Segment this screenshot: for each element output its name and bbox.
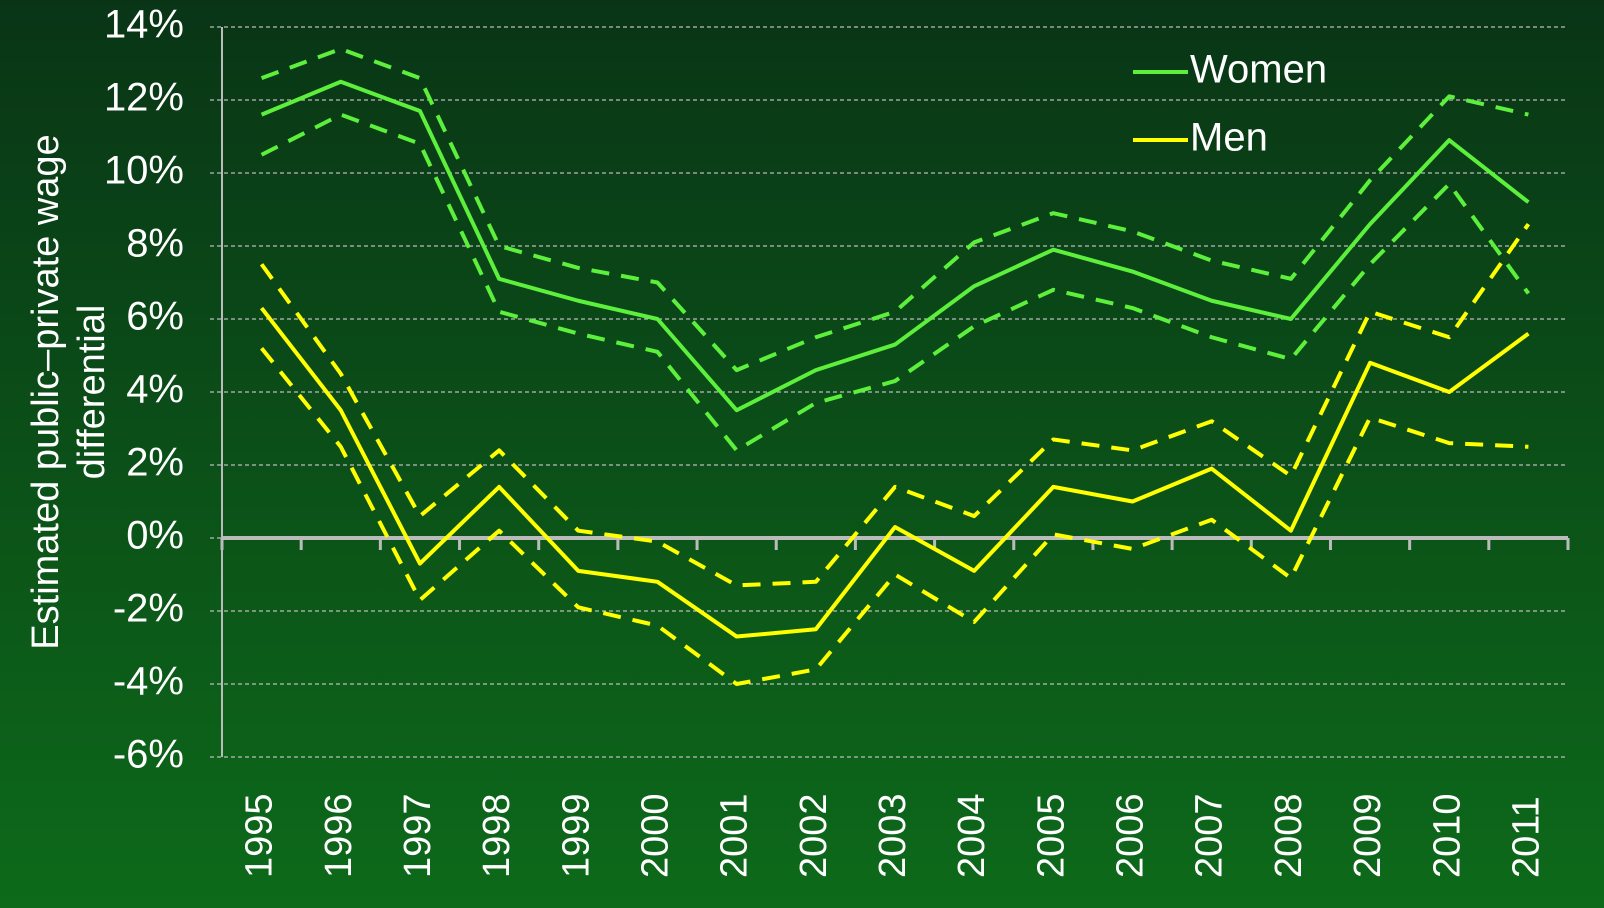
x-tick-label: 2010: [1426, 793, 1468, 878]
legend-label: Women: [1190, 48, 1327, 92]
x-tick-label: 2000: [635, 793, 677, 878]
y-tick-label: -6%: [113, 733, 184, 777]
confidence-line: [259, 222, 1531, 588]
confidence-line: [260, 346, 1529, 686]
x-tick-label: 2006: [1110, 793, 1152, 878]
y-tick-label: -2%: [113, 587, 184, 631]
x-tick-label: 2008: [1268, 793, 1310, 878]
x-tick-label: 2009: [1347, 793, 1389, 878]
x-tick-label: 2001: [714, 793, 756, 878]
y-tick-label: 2%: [126, 441, 184, 485]
x-tick-label: 2007: [1189, 793, 1231, 878]
x-tick-label: 2003: [872, 793, 914, 878]
legend-label: Men: [1190, 116, 1268, 160]
series-line: [260, 79, 1530, 413]
y-tick-label: 12%: [104, 76, 184, 120]
series-line: [260, 306, 1530, 639]
x-tick-label: 1997: [397, 793, 439, 878]
x-tick-label: 1999: [555, 793, 597, 878]
y-tick-label: 4%: [126, 368, 184, 412]
y-tick-label: 10%: [104, 149, 184, 193]
x-tick-label: 2002: [793, 793, 835, 878]
x-tick-label: 2011: [1505, 796, 1547, 878]
confidence-line: [260, 112, 1531, 453]
y-tick-label: 6%: [126, 295, 184, 339]
x-tick-label: 1996: [318, 793, 360, 878]
y-axis-title: differential: [71, 305, 113, 480]
x-tick-label: 2005: [1030, 793, 1072, 878]
x-tick-label: 1998: [476, 793, 518, 878]
y-axis-title: Estimated public–private wage: [25, 134, 67, 649]
x-tick-label: 2004: [951, 793, 993, 878]
y-tick-label: 0%: [126, 514, 184, 558]
y-tick-label: 14%: [104, 3, 184, 47]
y-tick-label: -4%: [113, 660, 184, 704]
x-tick-label: 1995: [239, 793, 281, 878]
y-tick-label: 8%: [126, 222, 184, 266]
